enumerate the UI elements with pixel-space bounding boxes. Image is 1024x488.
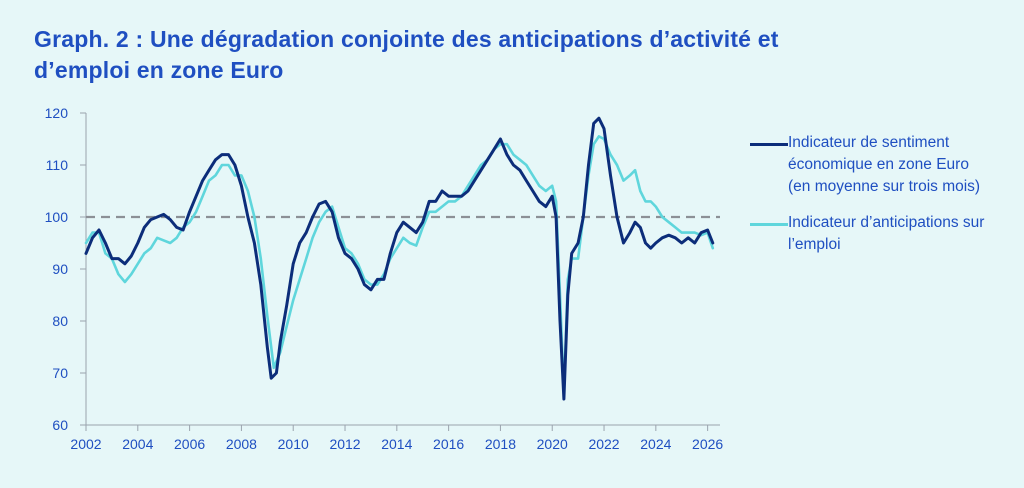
x-tick-label: 2006 bbox=[174, 436, 205, 452]
x-tick-label: 2024 bbox=[640, 436, 671, 452]
y-tick-label: 100 bbox=[45, 209, 69, 225]
x-tick-label: 2018 bbox=[485, 436, 516, 452]
y-tick-label: 70 bbox=[52, 365, 68, 381]
legend-label-employment: Indicateur d’anticipations sur l’emploi bbox=[788, 214, 985, 253]
legend-swatch-employment bbox=[750, 223, 788, 226]
y-tick-label: 110 bbox=[46, 157, 69, 173]
legend-label-sentiment: Indicateur de sentiment économique en zo… bbox=[788, 134, 981, 195]
x-tick-label: 2022 bbox=[588, 436, 619, 452]
x-tick-label: 2016 bbox=[433, 436, 464, 452]
legend-swatch-sentiment bbox=[750, 143, 788, 146]
y-tick-label: 60 bbox=[52, 417, 68, 433]
chart-title: Graph. 2 : Une dégradation conjointe des… bbox=[34, 26, 779, 83]
y-tick-label: 90 bbox=[52, 261, 68, 277]
y-tick-label: 120 bbox=[45, 105, 69, 121]
x-axis: 2002 2004 2006 2008 2010 2012 2014 2016 2018 2020… bbox=[70, 424, 723, 452]
series-line-employment bbox=[84, 135, 715, 396]
y-axis: 60 70 80 90 100 110 120 bbox=[45, 105, 87, 433]
series-group bbox=[84, 116, 715, 401]
x-tick-label: 2012 bbox=[329, 436, 360, 452]
legend-item-employment: Indicateur d’anticipations sur l’emploi bbox=[750, 212, 1010, 256]
x-tick-label: 2002 bbox=[70, 436, 101, 452]
x-tick-label: 2014 bbox=[381, 436, 412, 452]
legend: Indicateur de sentiment économique en zo… bbox=[750, 132, 1010, 270]
x-tick-label: 2008 bbox=[226, 436, 257, 452]
x-tick-label: 2010 bbox=[278, 436, 309, 452]
legend-item-sentiment: Indicateur de sentiment économique en zo… bbox=[750, 132, 1010, 198]
x-tick-label: 2004 bbox=[122, 436, 153, 452]
series-line-sentiment bbox=[84, 116, 715, 401]
x-tick-label: 2020 bbox=[537, 436, 568, 452]
y-tick-label: 80 bbox=[52, 313, 68, 329]
x-tick-label: 2026 bbox=[692, 436, 723, 452]
